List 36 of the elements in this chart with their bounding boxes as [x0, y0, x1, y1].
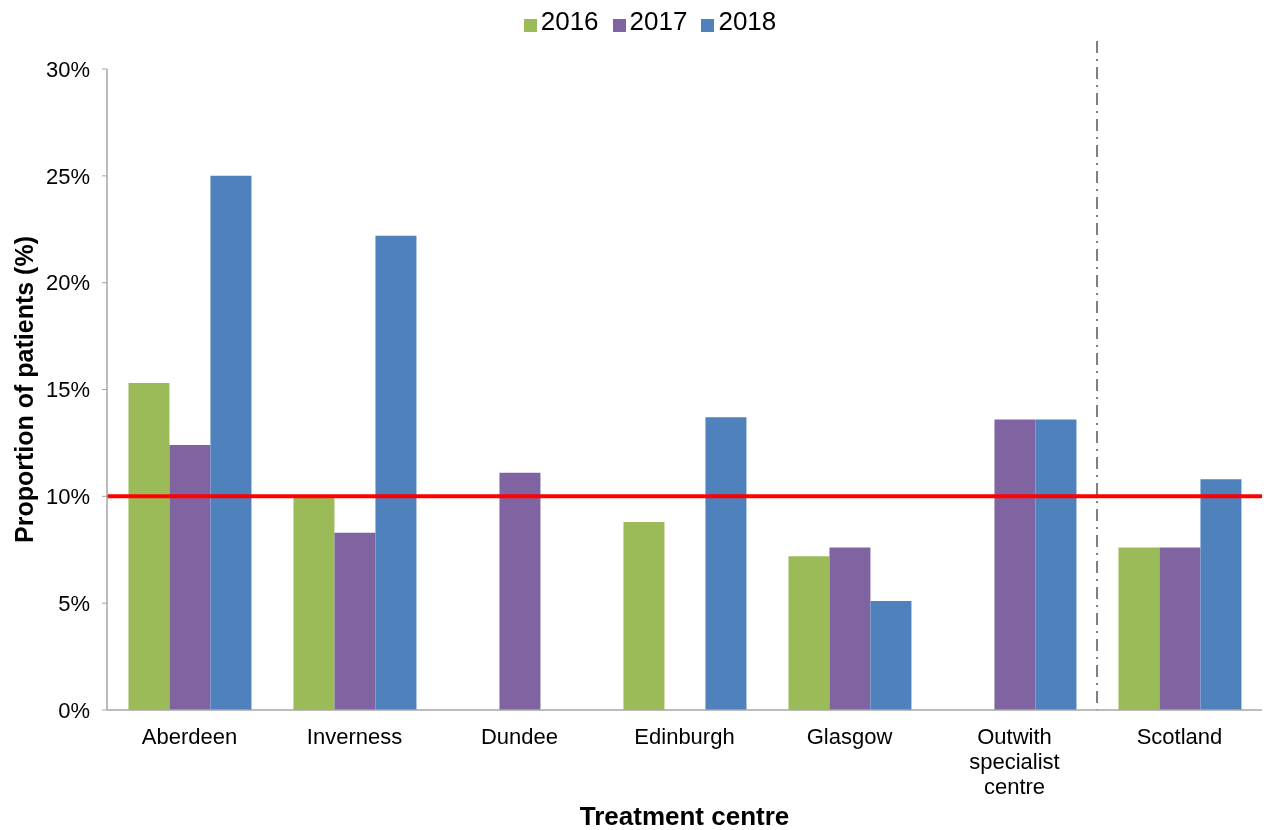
- bar: [870, 601, 912, 710]
- bar: [210, 175, 252, 710]
- bar: [1159, 547, 1201, 710]
- bar: [293, 496, 335, 710]
- bar: [1200, 479, 1242, 710]
- bar: [705, 417, 747, 710]
- x-tick-label: Glasgow: [806, 723, 893, 749]
- y-tick-label: 25%: [45, 163, 90, 189]
- x-tick-label: Scotland: [1136, 723, 1223, 749]
- bar: [1118, 547, 1160, 710]
- bar: [169, 445, 211, 710]
- legend-label: 2018: [718, 6, 777, 36]
- x-axis-title: Treatment centre: [579, 800, 790, 830]
- x-tick-label: Inverness: [306, 723, 403, 749]
- x-tick-label: Dundee: [480, 723, 559, 749]
- bar: [623, 521, 665, 710]
- legend-label: 2016: [540, 6, 599, 36]
- bar: [334, 532, 376, 710]
- x-tick-label: Aberdeen: [141, 723, 238, 749]
- y-tick-label: 5%: [58, 590, 90, 616]
- bar: [375, 235, 417, 710]
- y-tick-label: 20%: [45, 270, 90, 296]
- legend-label: 2017: [629, 6, 688, 36]
- bar: [829, 547, 871, 710]
- bar: [1035, 419, 1077, 710]
- y-tick-label: 30%: [45, 56, 90, 82]
- y-tick-label: 15%: [45, 377, 90, 403]
- x-tick-label: Edinburgh: [634, 723, 735, 749]
- bar: [994, 419, 1036, 710]
- bar: [788, 556, 830, 710]
- y-axis-title: Proportion of patients (%): [9, 236, 38, 543]
- bar: [128, 383, 170, 710]
- x-tick-label: Outwith specialist centre: [969, 723, 1060, 799]
- bar: [499, 472, 541, 710]
- y-tick-label: 10%: [45, 484, 90, 510]
- y-tick-label: 0%: [58, 697, 90, 723]
